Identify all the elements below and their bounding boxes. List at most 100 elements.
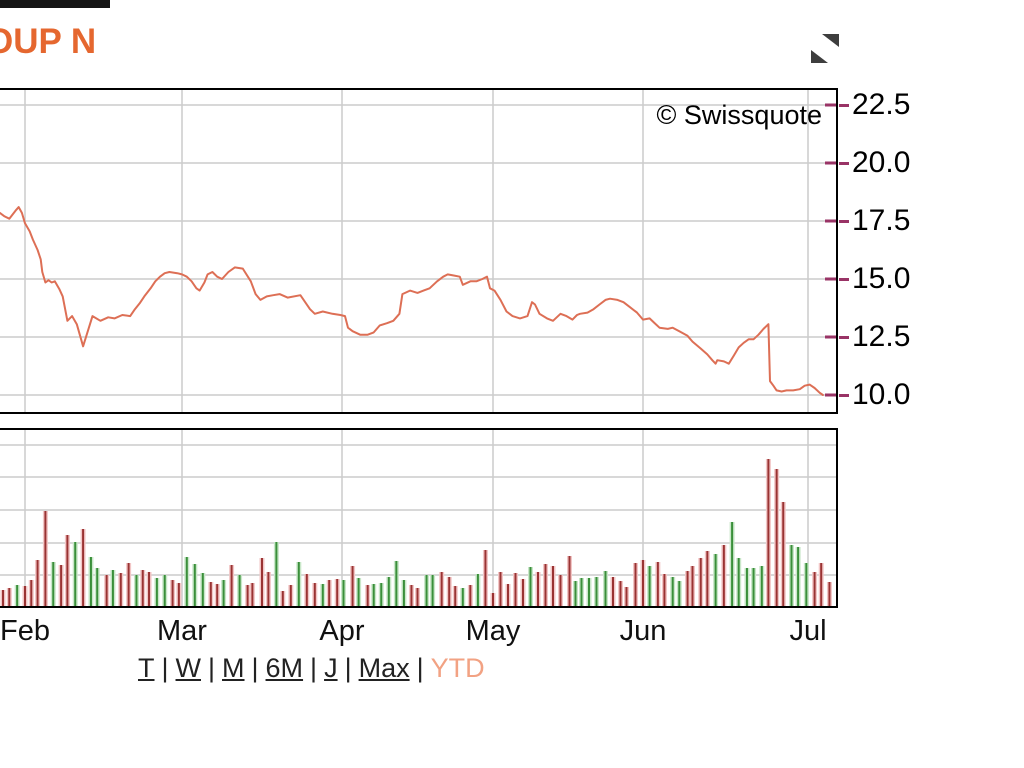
volume-bar [16,585,19,606]
period-link-max[interactable]: Max [358,653,410,683]
volume-bar [745,568,748,606]
volume-bar [222,580,225,606]
volume-bar [552,566,554,606]
volume-bar [454,586,457,606]
volume-bar [775,469,778,606]
volume-bar [448,577,451,606]
volume-bar [529,567,532,606]
y-axis-tick-inner [825,161,836,165]
volume-bar [559,575,562,606]
volume-bar [281,591,284,606]
period-link-ytd[interactable]: YTD [430,653,485,683]
volume-bar [238,575,241,606]
volume-bar [574,581,577,606]
volume-bar [537,572,539,606]
volume-chart-panel [0,428,838,608]
y-axis-tick-inner [825,393,836,397]
volume-bar [66,535,69,606]
volume-chart [0,430,836,606]
separator: | [344,653,352,683]
price-line [0,206,824,396]
volume-bar [469,585,472,606]
volume-bar [177,583,180,606]
volume-bar [74,542,77,606]
volume-bar [163,575,166,606]
period-link-6m[interactable]: 6M [265,653,304,683]
volume-bar [431,575,434,606]
instrument-title: OUP N [0,22,97,61]
volume-bar [351,566,354,606]
volume-bar [36,560,39,606]
volume-bar [148,572,151,606]
volume-bar [8,588,11,606]
period-link-t[interactable]: T [138,653,155,683]
y-axis-label: 15.0 [852,262,911,295]
y-axis-tick [839,219,849,223]
watermark: © Swissquote [656,100,822,130]
y-axis-label: 22.5 [852,88,911,121]
volume-bar [782,502,785,606]
volume-bar [135,575,138,606]
volume-bar [297,562,300,606]
volume-bar [60,565,63,606]
volume-bar [416,588,419,606]
volume-bar [499,572,502,606]
x-axis-label-mar: Mar [157,615,207,647]
resize-diagonal-icon [809,34,841,68]
volume-bar [395,561,398,606]
volume-bar [767,459,770,606]
separator: | [251,653,259,683]
volume-bar [699,558,702,606]
y-axis-tick-inner [825,103,836,107]
period-link-w[interactable]: W [175,653,201,683]
volume-bar [648,566,651,606]
price-chart-panel [0,88,838,414]
volume-bar [313,583,316,606]
volume-bar [671,577,674,606]
volume-bar [656,562,659,606]
volume-bar [171,580,174,606]
volume-bar [731,522,734,606]
volume-bar [366,585,369,606]
volume-bar [476,574,479,606]
volume-bar [663,574,666,606]
volume-bar [82,529,85,606]
volume-bar [119,573,122,606]
volume-bar [514,573,517,606]
separator: | [161,653,169,683]
y-axis-tick-inner [825,277,836,281]
volume-bar [737,558,740,606]
volume-bar [619,581,622,606]
y-axis-tick [839,335,849,339]
volume-bar [612,577,614,606]
volume-bar [580,578,583,606]
volume-bar [89,557,92,606]
volume-bar [342,580,345,606]
volume-bar [30,580,33,606]
volume-bar [568,556,571,606]
volume-bar [275,542,278,606]
x-axis-label-jun: Jun [619,615,667,647]
volume-bar [797,547,800,606]
volume-bar [595,577,598,606]
volume-bar [246,585,249,606]
x-axis-label-may: May [465,615,521,647]
period-link-j[interactable]: J [324,653,338,683]
volume-bar [321,584,324,606]
volume-bar [440,572,443,606]
volume-bar [52,562,55,606]
volume-bar [760,566,763,606]
volume-bar [372,584,375,606]
y-axis-tick [839,103,849,107]
y-axis-tick-inner [825,335,836,339]
expand-chart-button[interactable] [807,29,843,67]
volume-bar [642,560,644,606]
volume-bar [625,587,628,606]
y-axis-label: 20.0 [852,146,911,179]
volume-bar [410,585,413,606]
volume-bar [813,572,816,606]
volume-bar [230,565,233,606]
volume-bar [686,571,689,606]
volume-bar [492,593,494,606]
period-link-m[interactable]: M [222,653,245,683]
